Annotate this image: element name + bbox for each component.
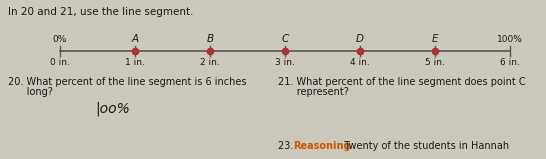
Text: B: B — [206, 34, 213, 44]
Text: A: A — [132, 34, 139, 44]
Text: 4 in.: 4 in. — [350, 58, 370, 67]
Text: 2 in.: 2 in. — [200, 58, 220, 67]
Text: D: D — [356, 34, 364, 44]
Text: 1 in.: 1 in. — [125, 58, 145, 67]
Text: Reasoning: Reasoning — [293, 141, 351, 151]
Text: 20. What percent of the line segment is 6 inches: 20. What percent of the line segment is … — [8, 77, 246, 87]
Text: long?: long? — [8, 87, 53, 97]
Text: In 20 and 21, use the line segment.: In 20 and 21, use the line segment. — [8, 7, 193, 17]
Text: 100%: 100% — [497, 35, 523, 44]
Text: 6 in.: 6 in. — [500, 58, 520, 67]
Text: 21. What percent of the line segment does point C: 21. What percent of the line segment doe… — [278, 77, 526, 87]
Text: 23.: 23. — [278, 141, 296, 151]
Text: 0 in.: 0 in. — [50, 58, 70, 67]
Text: 5 in.: 5 in. — [425, 58, 445, 67]
Text: C: C — [281, 34, 289, 44]
Text: 3 in.: 3 in. — [275, 58, 295, 67]
Text: represent?: represent? — [278, 87, 349, 97]
Text: 0%: 0% — [53, 35, 67, 44]
Text: |oo%: |oo% — [95, 101, 130, 115]
Text: E: E — [432, 34, 438, 44]
Text: Twenty of the students in Hannah: Twenty of the students in Hannah — [338, 141, 509, 151]
